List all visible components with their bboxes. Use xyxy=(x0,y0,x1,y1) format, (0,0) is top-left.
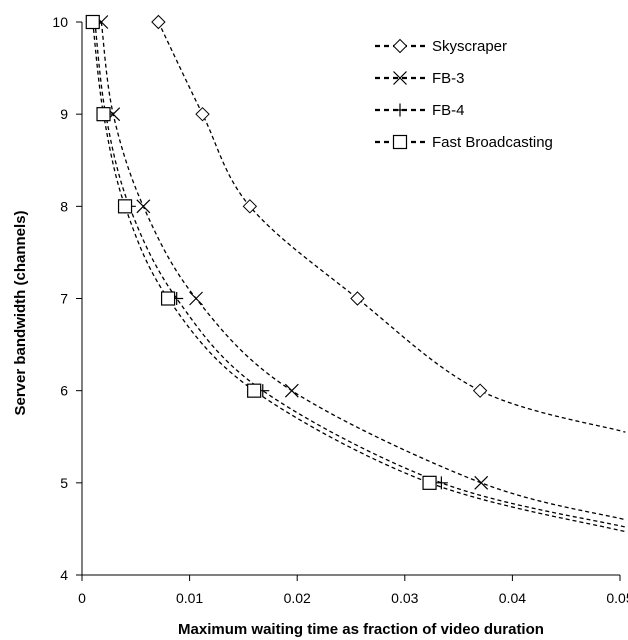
data-point xyxy=(189,291,203,306)
y-tick-label: 8 xyxy=(60,198,68,214)
legend-item: Fast Broadcasting xyxy=(375,134,553,151)
series-skyscraper xyxy=(151,14,626,433)
series-fast-broadcasting xyxy=(85,14,626,533)
x-tick-label: 0.01 xyxy=(176,590,203,606)
y-tick-label: 7 xyxy=(60,291,68,307)
y-tick-label: 6 xyxy=(60,383,68,399)
legend-label: Fast Broadcasting xyxy=(432,134,553,151)
data-point xyxy=(350,291,365,306)
data-point xyxy=(151,14,166,30)
series-line xyxy=(94,21,626,528)
data-point xyxy=(247,383,262,398)
y-tick-label: 10 xyxy=(52,14,68,30)
data-point xyxy=(160,291,176,306)
y-tick-label: 9 xyxy=(60,106,68,122)
series-fb-3 xyxy=(94,15,626,521)
legend-label: FB-4 xyxy=(432,102,465,119)
data-point xyxy=(96,107,111,122)
x-tick-label: 0.03 xyxy=(391,590,418,606)
x-axis-title: Maximum waiting time as fraction of vide… xyxy=(178,621,544,638)
legend: Skyscraper FB-3 FB-4 Fast Broadcasting xyxy=(375,38,553,151)
data-point xyxy=(136,199,151,214)
legend-label: Skyscraper xyxy=(432,38,507,55)
series-line xyxy=(157,21,626,433)
data-point xyxy=(472,383,488,398)
y-tick-label: 4 xyxy=(60,567,68,583)
x-tick-label: 0.02 xyxy=(284,590,311,606)
series-line xyxy=(92,21,626,533)
data-point xyxy=(474,475,489,490)
legend-item: FB-4 xyxy=(375,102,465,119)
data-point xyxy=(434,476,448,490)
x-tick-label: 0.04 xyxy=(499,590,526,606)
data-point xyxy=(284,383,299,398)
x-tick-label: 0.05 xyxy=(606,590,628,606)
legend-label: FB-3 xyxy=(432,70,465,87)
legend-marker xyxy=(393,103,407,117)
series-line xyxy=(100,21,626,521)
legend-marker xyxy=(392,38,408,54)
x-tick-label: 0 xyxy=(78,590,86,606)
legend-marker xyxy=(393,71,407,85)
data-point xyxy=(422,475,437,490)
series-layer xyxy=(85,14,626,533)
legend-item: FB-3 xyxy=(375,70,465,87)
legend-item: Skyscraper xyxy=(375,38,507,55)
y-axis-title: Server bandwidth (channels) xyxy=(12,210,29,415)
data-point xyxy=(242,199,258,214)
y-tick-label: 5 xyxy=(60,475,68,491)
legend-marker xyxy=(392,134,408,150)
axes: 0 0.01 0.02 0.03 0.04 0.05 4 5 6 7 8 9 10 xyxy=(52,14,628,606)
data-point xyxy=(195,106,210,122)
data-point xyxy=(85,14,100,30)
data-point xyxy=(117,199,133,214)
